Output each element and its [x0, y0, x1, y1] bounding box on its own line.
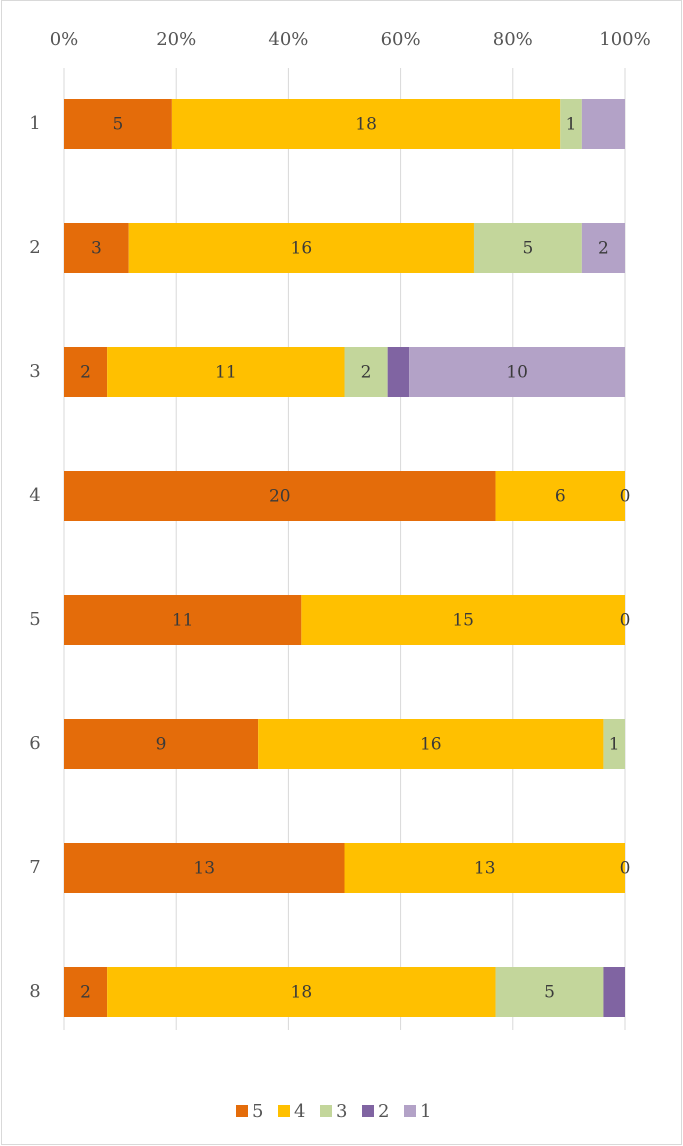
- data-label: 18: [355, 115, 377, 135]
- y-tick-label: 3: [29, 361, 40, 382]
- bar-segment: [473, 223, 582, 273]
- data-label: 2: [598, 239, 609, 259]
- legend-swatch: [236, 1105, 248, 1117]
- data-label: 11: [172, 611, 194, 631]
- bar-segment: [495, 967, 604, 1017]
- x-tick-label: 0%: [50, 29, 79, 50]
- bar-segment: [344, 843, 625, 893]
- bar-segment: [409, 347, 625, 397]
- data-label: 2: [361, 363, 372, 383]
- data-label: 5: [522, 239, 533, 259]
- bar-segment: [301, 595, 625, 645]
- data-label: 13: [193, 859, 215, 879]
- data-label: 1: [609, 735, 620, 755]
- data-label: 2: [80, 363, 91, 383]
- legend-swatch: [362, 1105, 374, 1117]
- x-tick-label: 40%: [268, 29, 308, 50]
- y-tick-label: 2: [29, 237, 40, 258]
- data-label: 2: [80, 983, 91, 1003]
- data-label: 1: [566, 115, 577, 135]
- bar-segment: [64, 223, 129, 273]
- y-tick-label: 8: [29, 981, 40, 1002]
- bar-segment: [344, 347, 388, 397]
- bar-segment: [581, 223, 625, 273]
- bar-segment: [495, 471, 625, 521]
- legend-label: 4: [294, 1101, 305, 1122]
- legend-label: 3: [336, 1101, 347, 1122]
- legend-label: 5: [252, 1101, 263, 1122]
- x-tick-label: 60%: [381, 29, 421, 50]
- data-label: 6: [555, 487, 566, 507]
- data-label: 16: [291, 239, 313, 259]
- x-tick-label: 20%: [156, 29, 196, 50]
- legend-swatch: [320, 1105, 332, 1117]
- bar-segment: [107, 967, 496, 1017]
- legend-label: 2: [378, 1101, 389, 1122]
- data-label: 5: [544, 983, 555, 1003]
- data-label: 0: [620, 859, 631, 879]
- bar-segment: [581, 99, 625, 149]
- bar-segment: [64, 967, 108, 1017]
- bar-segment: [64, 719, 259, 769]
- bar-segment: [128, 223, 474, 273]
- bar-segment: [64, 99, 172, 149]
- bar-segment: [107, 347, 345, 397]
- bar-segment: [64, 595, 302, 645]
- data-label: 18: [291, 983, 313, 1003]
- legend-swatch: [404, 1105, 416, 1117]
- y-tick-label: 4: [29, 485, 40, 506]
- bar-segment: [603, 967, 625, 1017]
- data-label: 5: [113, 115, 124, 135]
- data-label: 11: [215, 363, 237, 383]
- data-label: 10: [506, 363, 528, 383]
- bar-segment: [387, 347, 410, 397]
- data-label: 9: [156, 735, 167, 755]
- bar-segment: [603, 719, 625, 769]
- data-label: 15: [452, 611, 474, 631]
- bar-segment: [171, 99, 561, 149]
- x-tick-label: 100%: [599, 29, 650, 50]
- legend-swatch: [278, 1105, 290, 1117]
- y-tick-label: 5: [29, 609, 40, 630]
- bar-segment: [64, 843, 345, 893]
- data-label: 0: [620, 487, 631, 507]
- y-tick-label: 7: [29, 857, 40, 878]
- data-label: 16: [420, 735, 442, 755]
- data-label: 3: [91, 239, 102, 259]
- x-tick-label: 80%: [493, 29, 533, 50]
- bar-segment: [64, 471, 496, 521]
- data-label: 0: [620, 611, 631, 631]
- y-tick-label: 6: [29, 733, 40, 754]
- bar-segment: [560, 99, 582, 149]
- bar-segment: [64, 347, 108, 397]
- legend-label: 1: [420, 1101, 431, 1122]
- data-label: 20: [269, 487, 291, 507]
- y-tick-label: 1: [29, 113, 40, 134]
- bar-segment: [258, 719, 604, 769]
- data-label: 13: [474, 859, 496, 879]
